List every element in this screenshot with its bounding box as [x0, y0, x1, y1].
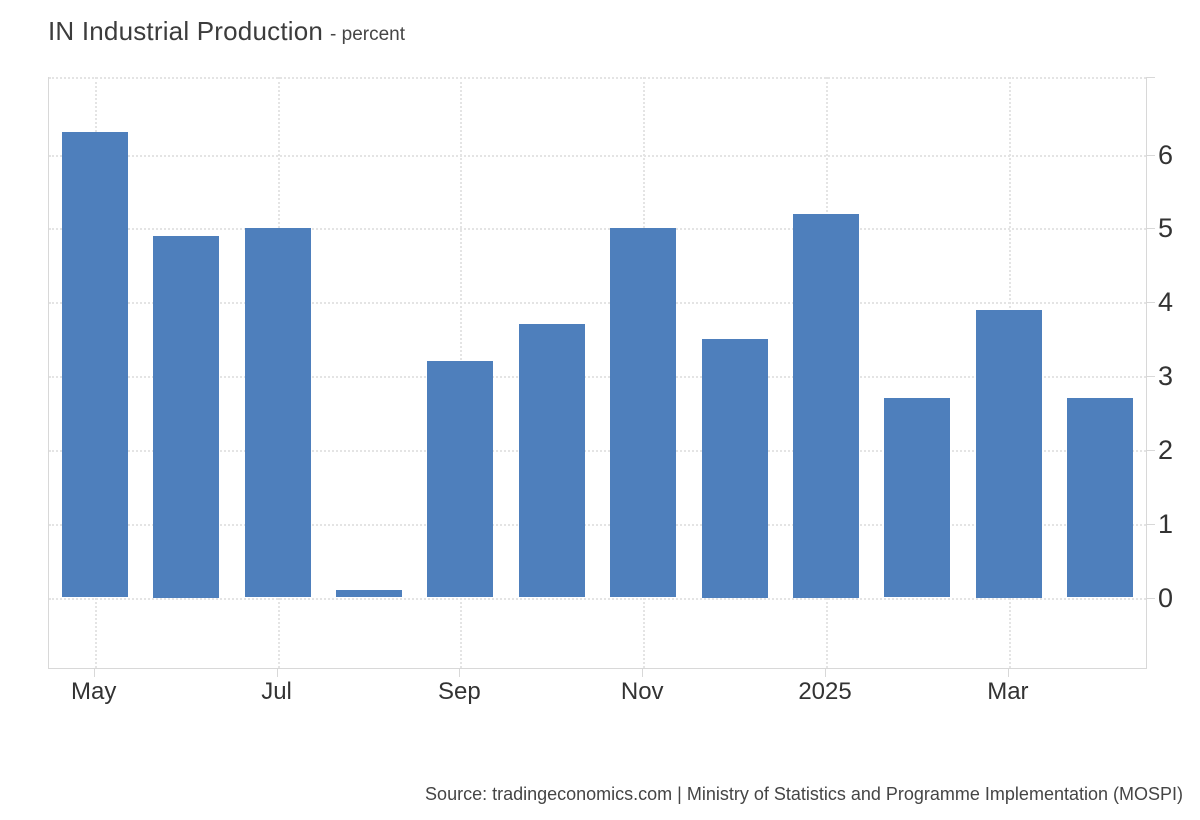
x-tick-jul [276, 669, 278, 677]
y-tick-5 [1146, 228, 1155, 230]
plot-area [48, 77, 1147, 669]
y-tick-0 [1146, 597, 1155, 599]
bar-feb-2025[interactable] [884, 398, 950, 597]
y-tick-label-1: 1 [1158, 508, 1174, 539]
x-tick-label-jul: Jul [261, 678, 292, 705]
bar-may-2024[interactable] [62, 132, 128, 597]
y-tick-2 [1146, 450, 1155, 452]
x-tick-sep [459, 669, 461, 677]
gridline-h-1 [49, 523, 1146, 526]
x-tick-label-sep: Sep [438, 678, 481, 705]
x-tick-label-nov: Nov [620, 678, 664, 705]
bar-apr-2025[interactable] [1067, 398, 1133, 597]
y-tick-label-0: 0 [1158, 582, 1174, 613]
chart-header: IN Industrial Production - percent [48, 16, 405, 47]
bar-jul-2024[interactable] [245, 228, 311, 597]
bar-aug-2024[interactable] [336, 590, 402, 597]
y-tick-label-3: 3 [1158, 361, 1174, 392]
bar-jan-2025[interactable] [793, 214, 859, 598]
chart-subtitle: - percent [330, 24, 406, 45]
y-tick-3 [1146, 376, 1155, 378]
x-tick-2025 [825, 669, 827, 677]
bar-dec-2024[interactable] [702, 339, 768, 598]
x-tick-nov [642, 669, 644, 677]
bar-mar-2025[interactable] [976, 310, 1042, 598]
y-tick-label-5: 5 [1158, 213, 1174, 244]
gridline-h-2 [49, 450, 1146, 453]
y-tick-label-2: 2 [1158, 435, 1174, 466]
gridline-h-4 [49, 302, 1146, 305]
y-tick-6 [1146, 154, 1155, 156]
bar-oct-2024[interactable] [519, 324, 585, 597]
y-tick-1 [1146, 523, 1155, 525]
gridline-h-3 [49, 376, 1146, 379]
x-tick-label-mar: Mar [987, 678, 1029, 705]
bar-jun-2024[interactable] [153, 236, 219, 598]
y-tick-4 [1146, 302, 1155, 304]
x-tick-mar [1007, 669, 1009, 677]
y-tick-label-6: 6 [1158, 139, 1174, 170]
y-tick-label-4: 4 [1158, 287, 1174, 318]
x-tick-label-2025: 2025 [798, 678, 852, 705]
source-attribution: Source: tradingeconomics.com | Ministry … [425, 784, 1183, 804]
gridline-h-0 [49, 597, 1146, 600]
plot-top-border [49, 77, 1146, 79]
chart-title: IN Industrial Production [48, 16, 324, 46]
y-tick-top [1146, 77, 1155, 78]
x-tick-may [93, 669, 95, 677]
x-tick-label-may: May [71, 678, 117, 705]
gridline-h-6 [49, 154, 1146, 157]
gridline-h-5 [49, 228, 1146, 231]
bar-sep-2024[interactable] [427, 361, 493, 597]
bar-nov-2024[interactable] [610, 228, 676, 597]
